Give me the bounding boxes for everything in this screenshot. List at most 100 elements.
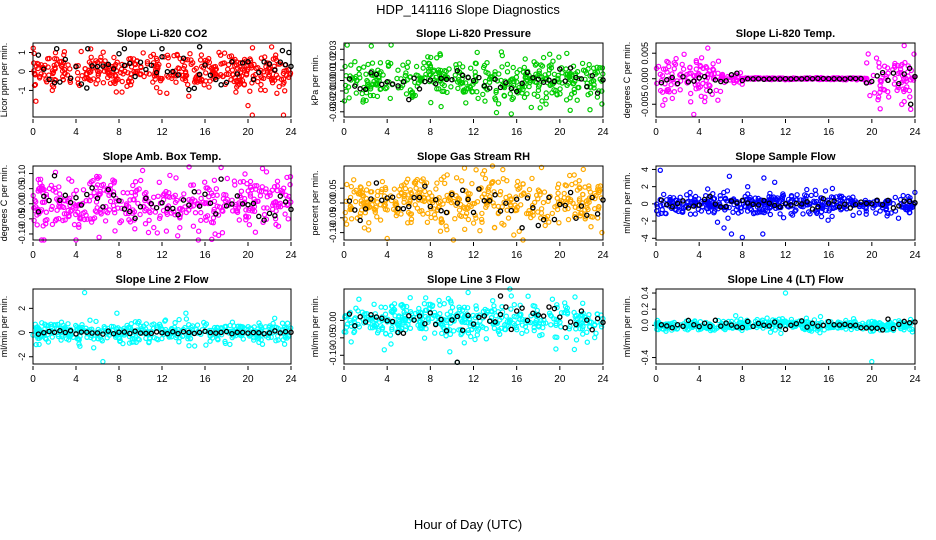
data-point	[708, 71, 715, 78]
data-point	[71, 221, 78, 228]
data-point	[191, 343, 198, 349]
data-point	[72, 322, 79, 329]
data-point	[525, 293, 531, 299]
data-point	[264, 205, 270, 211]
hourly-outlier-point	[196, 44, 203, 50]
outlier-point	[908, 106, 914, 113]
data-point	[198, 209, 204, 216]
hourly-point	[170, 328, 176, 335]
data-point	[274, 90, 280, 97]
data-point	[881, 63, 888, 69]
data-point	[87, 46, 94, 52]
data-point	[195, 228, 202, 234]
data-point	[505, 215, 512, 221]
hourly-point	[858, 75, 864, 82]
data-point	[543, 94, 550, 101]
hourly-point	[674, 321, 681, 328]
hourly-point	[573, 215, 579, 221]
data-point	[873, 55, 880, 61]
data-point	[250, 337, 257, 343]
data-point	[246, 207, 252, 213]
data-point	[85, 67, 92, 74]
hourly-point	[669, 204, 675, 210]
hourly-point	[116, 329, 122, 335]
y-tick-label: 0.01	[328, 61, 338, 79]
data-point	[458, 213, 464, 219]
data-point	[574, 97, 580, 103]
data-point	[249, 208, 255, 214]
data-point	[104, 185, 111, 192]
panel-ylabel: kPa per min.	[310, 55, 320, 106]
hourly-point	[438, 316, 444, 323]
data-point	[707, 83, 713, 89]
data-point	[514, 327, 520, 333]
y-tick-label: 0.05	[17, 180, 27, 198]
data-point	[530, 212, 536, 219]
data-point	[473, 167, 479, 173]
hourly-point	[858, 324, 864, 331]
hourly-point	[223, 328, 230, 335]
x-tick-label: 20	[866, 250, 878, 261]
data-point	[382, 311, 389, 317]
hourly-point	[524, 317, 531, 324]
outlier-point	[216, 49, 222, 56]
hourly-point	[755, 76, 762, 82]
hourly-point	[771, 319, 778, 325]
outlier-point	[599, 229, 605, 236]
data-point	[276, 83, 282, 90]
hourly-point	[869, 325, 875, 331]
data-point	[438, 176, 444, 183]
hourly-point	[239, 60, 246, 66]
hourly-point	[863, 80, 870, 86]
data-point	[877, 106, 883, 112]
data-point	[702, 94, 708, 100]
data-point	[420, 65, 426, 71]
data-point	[104, 67, 110, 73]
data-point	[873, 210, 879, 216]
data-point	[663, 210, 669, 217]
data-point	[111, 209, 118, 216]
hourly-point	[357, 217, 363, 224]
data-point	[220, 73, 226, 80]
data-point	[157, 213, 163, 219]
outlier-point	[869, 358, 875, 365]
data-point	[558, 310, 565, 316]
data-point	[145, 229, 152, 236]
data-point	[878, 86, 884, 92]
data-point	[564, 82, 570, 89]
hourly-point	[35, 52, 42, 58]
data-point	[577, 326, 583, 332]
data-point	[800, 211, 806, 217]
hourly-point	[594, 315, 601, 322]
data-point	[669, 95, 676, 102]
data-point	[911, 51, 917, 57]
hourly-point	[842, 321, 848, 328]
data-point	[691, 73, 697, 79]
hourly-point	[272, 212, 278, 219]
data-point	[482, 98, 488, 104]
data-point	[471, 200, 478, 207]
data-point	[580, 300, 586, 306]
data-point	[685, 198, 691, 205]
hourly-point	[804, 199, 810, 205]
data-point	[118, 66, 125, 73]
plot-frame	[655, 288, 916, 365]
data-point	[513, 324, 520, 331]
data-point	[280, 76, 287, 82]
data-point	[207, 338, 213, 344]
data-point	[237, 179, 243, 185]
y-tick-label: 0.000	[640, 67, 650, 90]
data-point	[461, 165, 468, 171]
data-point	[203, 78, 209, 84]
hourly-point	[170, 68, 176, 75]
hourly-point	[815, 75, 821, 82]
hourly-point	[411, 194, 417, 201]
hourly-point	[213, 330, 219, 336]
data-point	[497, 188, 504, 195]
hourly-point	[664, 201, 670, 208]
data-point	[212, 63, 219, 70]
data-point	[599, 88, 605, 94]
data-point	[74, 69, 81, 76]
hourly-point	[809, 75, 816, 82]
